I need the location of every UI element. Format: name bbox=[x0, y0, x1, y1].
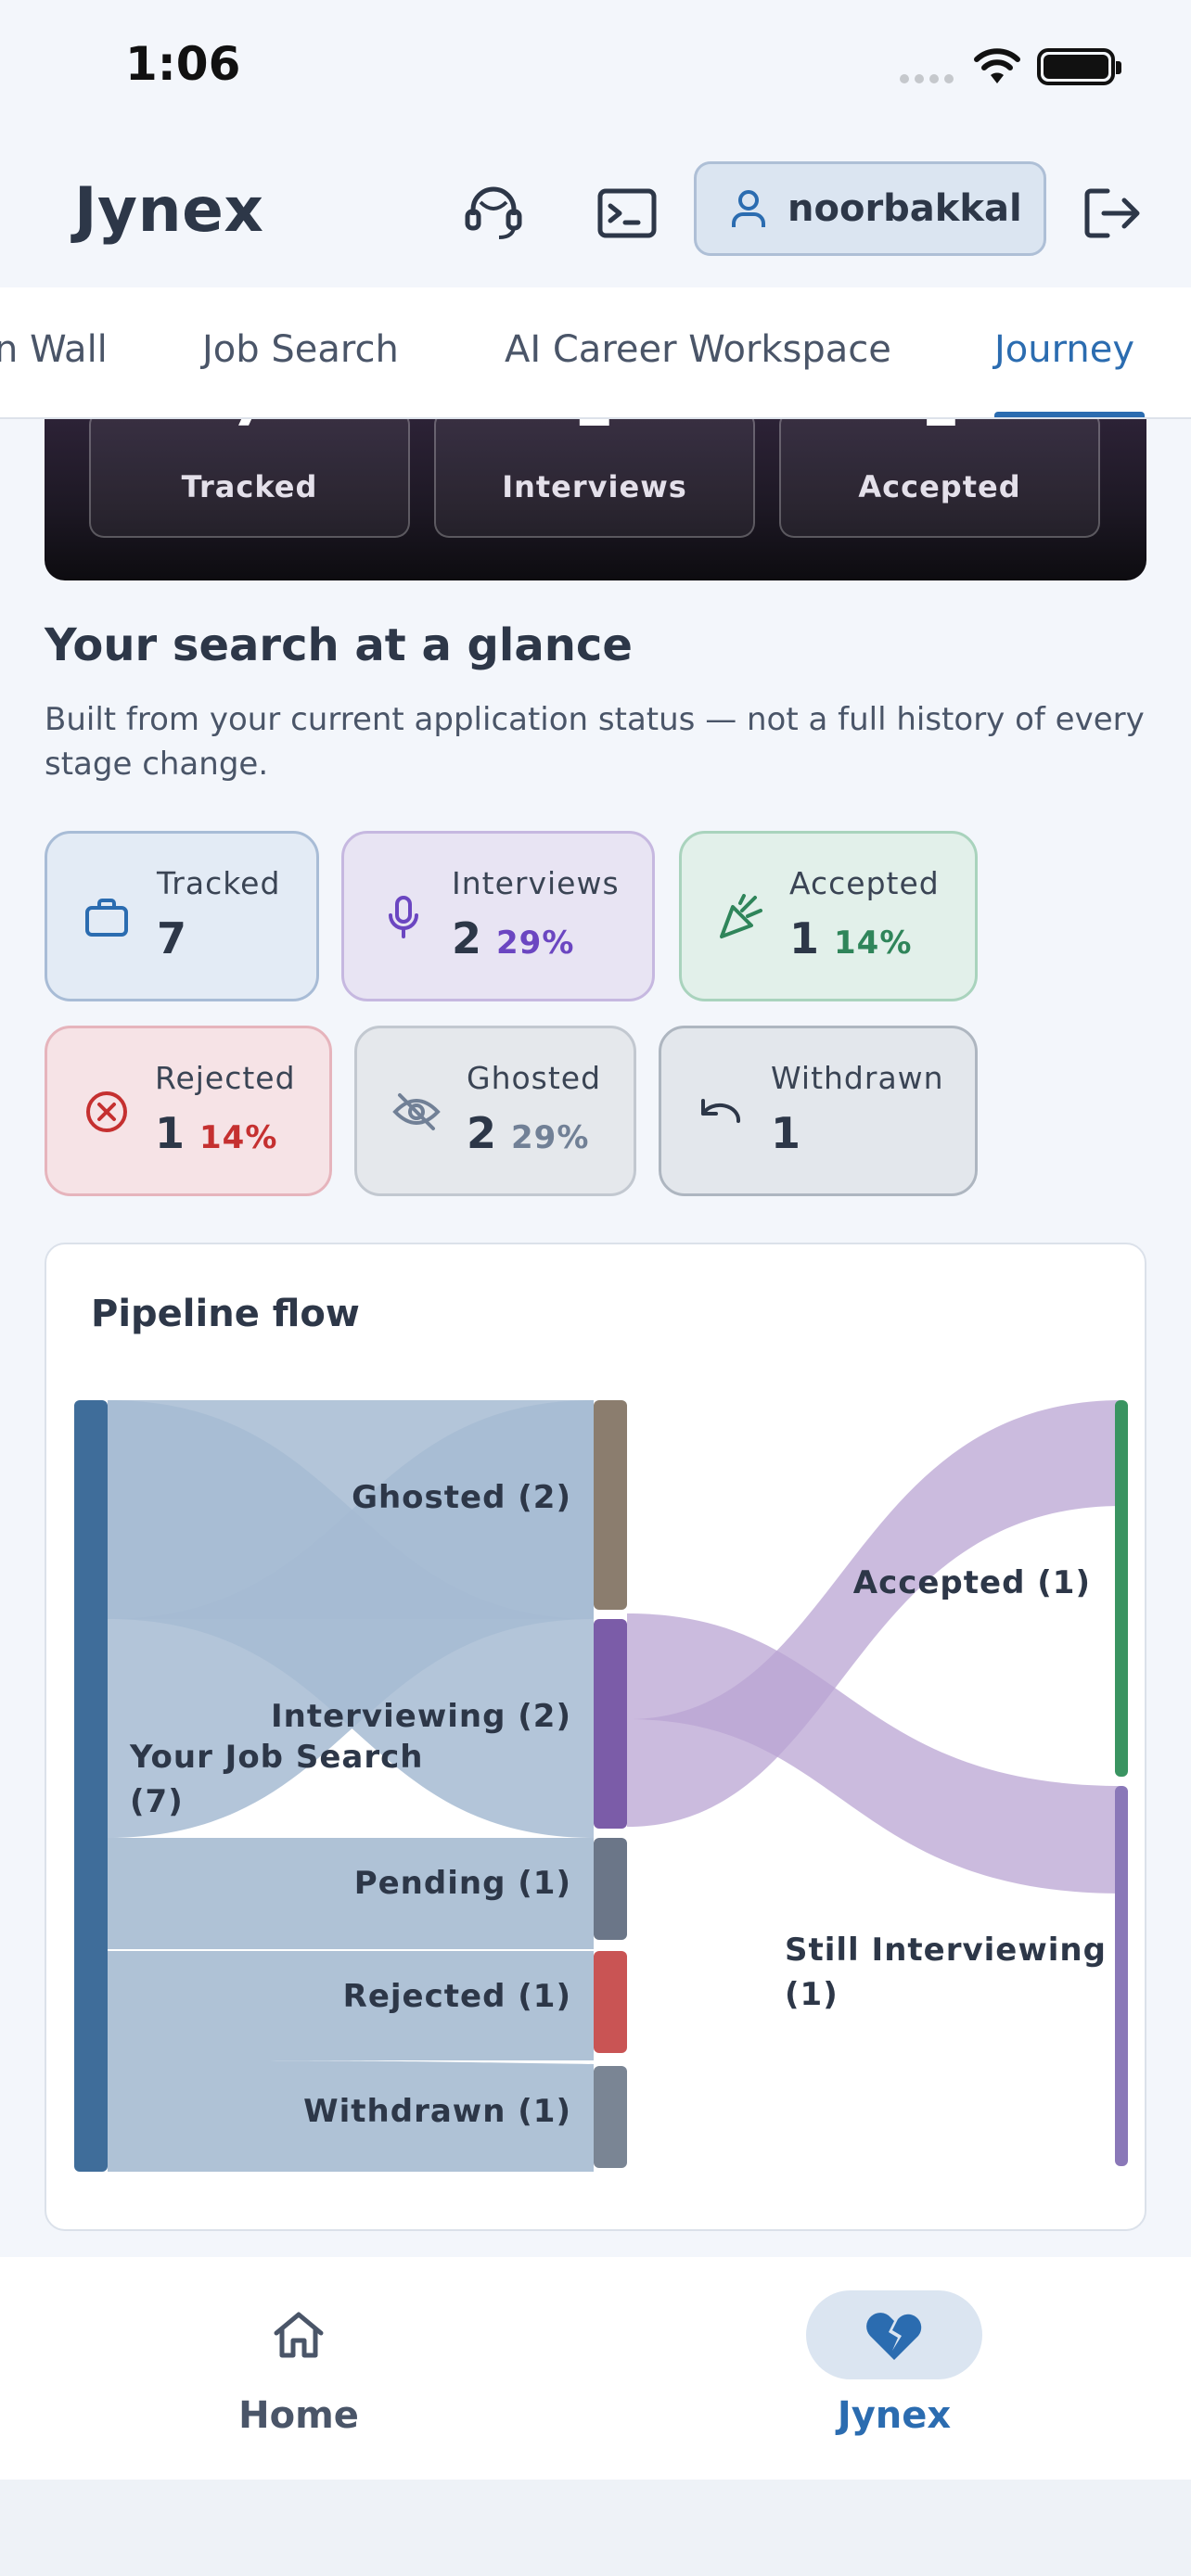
stat-chip-rejected[interactable]: Rejected 1 14% bbox=[45, 1026, 332, 1196]
stat-chip-value: 1 14% bbox=[789, 913, 912, 963]
stat-chip-tracked[interactable]: Tracked 7 bbox=[45, 831, 319, 1001]
flow-link-still-interviewing bbox=[627, 1613, 1122, 1894]
tab-wall[interactable]: n Wall bbox=[0, 328, 108, 371]
node-label-ghosted: Ghosted (2) bbox=[352, 1479, 571, 1516]
hero-stat-label: Accepted bbox=[858, 469, 1021, 504]
stat-chip-value: 1 bbox=[771, 1108, 800, 1158]
tab-ai-career-workspace[interactable]: AI Career Workspace bbox=[505, 328, 891, 371]
hero-stat-value: 2 bbox=[436, 419, 753, 440]
stat-chip-label: Ghosted bbox=[467, 1060, 602, 1096]
logout-icon[interactable] bbox=[1076, 176, 1150, 250]
battery-icon bbox=[1037, 48, 1121, 85]
user-menu-button[interactable]: noorbakkal bbox=[694, 161, 1046, 256]
stat-chip-value: 2 29% bbox=[467, 1108, 589, 1158]
stat-chip-count: 7 bbox=[157, 913, 187, 963]
home-icon bbox=[211, 2290, 387, 2379]
hero-stat-interviews: 2 Interviews bbox=[434, 419, 755, 538]
pipeline-sankey-chart: Ghosted (2) Interviewing (2) Your Job Se… bbox=[74, 1400, 1128, 2172]
bottom-navigation: Home Jynex bbox=[0, 2257, 1191, 2480]
node-label-accepted: Accepted (1) bbox=[853, 1564, 1091, 1601]
stat-chip-label: Tracked bbox=[157, 865, 281, 901]
node-label-rejected: Rejected (1) bbox=[343, 1978, 571, 2015]
hero-stat-tracked: 7 Tracked bbox=[89, 419, 410, 538]
tab-job-search[interactable]: Job Search bbox=[202, 328, 399, 371]
node-label-still-interviewing: Still Interviewing bbox=[785, 1932, 1107, 1969]
username-label: noorbakkal bbox=[788, 187, 1022, 230]
nav-label: Home bbox=[238, 2394, 359, 2437]
stat-chip-count: 1 bbox=[155, 1108, 186, 1158]
pipeline-flow-card: Pipeline flow Ghosted (2) Interviewing (… bbox=[45, 1243, 1146, 2231]
support-agent-icon[interactable] bbox=[456, 176, 531, 250]
hero-stat-value: 7 bbox=[91, 419, 408, 440]
cellular-signal-icon bbox=[900, 74, 954, 83]
node-ghosted bbox=[594, 1400, 627, 1610]
stat-chip-count: 1 bbox=[771, 1108, 801, 1158]
nav-label: Jynex bbox=[837, 2394, 952, 2437]
terminal-icon[interactable] bbox=[590, 176, 664, 250]
node-rejected bbox=[594, 1951, 627, 2053]
undo-icon bbox=[697, 1088, 745, 1136]
party-popper-icon bbox=[717, 893, 765, 941]
stat-chip-label: Withdrawn bbox=[771, 1060, 944, 1096]
microphone-icon bbox=[379, 893, 428, 941]
stat-chip-label: Accepted bbox=[789, 865, 940, 901]
hero-stat-label: Interviews bbox=[502, 469, 687, 504]
tab-journey[interactable]: Journey bbox=[994, 328, 1134, 371]
stat-chip-count: 1 bbox=[789, 913, 820, 963]
glance-subtitle: Built from your current application stat… bbox=[45, 701, 1145, 783]
nav-home[interactable]: Home bbox=[206, 2290, 391, 2437]
status-time: 1:06 bbox=[125, 37, 241, 91]
nav-jynex[interactable]: Jynex bbox=[801, 2290, 987, 2437]
broken-heart-icon bbox=[806, 2290, 982, 2379]
node-interviewing bbox=[594, 1619, 627, 1829]
stat-chip-value: 1 14% bbox=[155, 1108, 277, 1158]
node-label-pending: Pending (1) bbox=[354, 1865, 571, 1902]
node-label-source: Your Job Search bbox=[129, 1739, 423, 1776]
node-withdrawn bbox=[594, 2066, 627, 2168]
flow-link-rejected bbox=[108, 1951, 594, 2060]
x-circle-icon bbox=[83, 1088, 131, 1136]
stat-chip-label: Interviews bbox=[452, 865, 620, 901]
briefcase-icon bbox=[83, 893, 131, 941]
stat-chip-percent: 14% bbox=[834, 925, 913, 962]
node-still-interviewing bbox=[1115, 1786, 1128, 2166]
hero-stat-label: Tracked bbox=[181, 469, 318, 504]
stat-chip-ghosted[interactable]: Ghosted 2 29% bbox=[354, 1026, 636, 1196]
stat-chip-interviews[interactable]: Interviews 2 29% bbox=[341, 831, 655, 1001]
user-icon bbox=[732, 190, 765, 227]
stat-chip-count: 2 bbox=[452, 913, 482, 963]
node-label-withdrawn: Withdrawn (1) bbox=[303, 2093, 571, 2130]
node-source bbox=[74, 1400, 108, 2172]
flow-link-ghosted-cross bbox=[108, 1400, 594, 1838]
flow-link-pending bbox=[108, 1838, 594, 1949]
app-header: Jynex noorbakkal bbox=[0, 139, 1191, 287]
stat-chip-percent: 29% bbox=[496, 925, 575, 962]
home-indicator-area bbox=[0, 2480, 1191, 2576]
stat-chip-value: 2 29% bbox=[452, 913, 574, 963]
flow-link-withdrawn bbox=[108, 2060, 594, 2172]
stat-chip-value: 7 bbox=[157, 913, 186, 963]
section-tabs: n Wall Job Search AI Career Workspace Jo… bbox=[0, 287, 1191, 419]
stat-chip-count: 2 bbox=[467, 1108, 497, 1158]
node-label-interviewing: Interviewing (2) bbox=[271, 1698, 571, 1735]
brand-logo-text[interactable]: Jynex bbox=[74, 174, 264, 246]
stat-chip-percent: 14% bbox=[199, 1119, 278, 1156]
hero-stat-value: 1 bbox=[781, 419, 1098, 440]
node-accepted bbox=[1115, 1400, 1128, 1777]
stat-chip-withdrawn[interactable]: Withdrawn 1 bbox=[659, 1026, 978, 1196]
node-pending bbox=[594, 1838, 627, 1940]
glance-title: Your search at a glance bbox=[45, 619, 633, 671]
stat-chip-percent: 29% bbox=[511, 1119, 590, 1156]
hero-stat-accepted: 1 Accepted bbox=[779, 419, 1100, 538]
journey-hero-card: 7 Tracked 2 Interviews 1 Accepted bbox=[45, 419, 1146, 580]
stat-chip-label: Rejected bbox=[155, 1060, 296, 1096]
eye-off-icon bbox=[392, 1088, 441, 1136]
wifi-icon bbox=[974, 48, 1020, 83]
node-label-still-interviewing-count: (1) bbox=[785, 1976, 839, 2013]
node-label-source-count: (7) bbox=[130, 1783, 184, 1820]
stat-chip-accepted[interactable]: Accepted 1 14% bbox=[679, 831, 978, 1001]
active-tab-indicator bbox=[994, 412, 1145, 417]
pipeline-title: Pipeline flow bbox=[91, 1293, 360, 1335]
status-bar: 1:06 bbox=[0, 0, 1191, 139]
